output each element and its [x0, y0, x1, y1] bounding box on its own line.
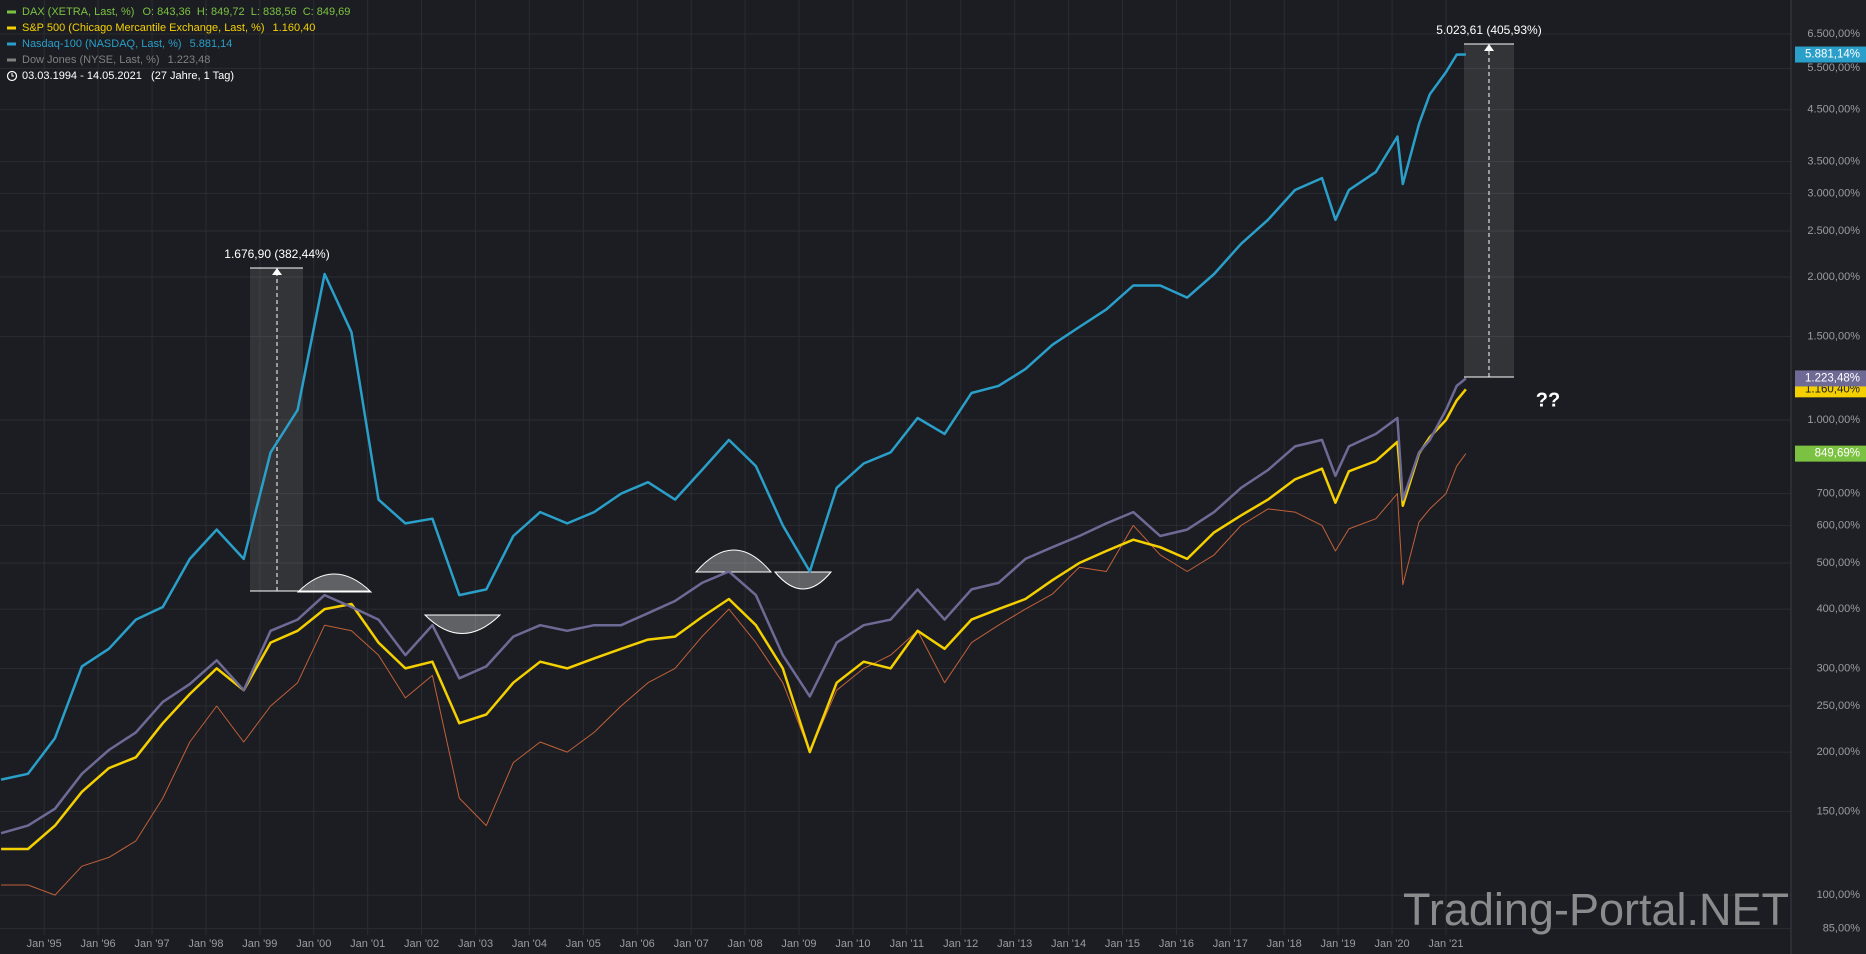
legend-entry: Nasdaq-100 (NASDAQ, Last, %) 5.881,14: [22, 38, 232, 50]
y-tick-label: 400,00%: [1817, 603, 1861, 615]
measure-arrow: [272, 268, 282, 275]
x-tick-label: Jan '19: [1321, 938, 1356, 950]
grid: [0, 0, 1791, 935]
y-tick-label: 700,00%: [1817, 488, 1861, 500]
legend-info: 5.881,14: [190, 38, 233, 50]
arc-top: [694, 549, 773, 573]
x-tick-label: Jan '10: [835, 938, 870, 950]
y-tick-label: 200,00%: [1817, 746, 1861, 758]
measure-label: 5.023,61 (405,93%): [1436, 23, 1541, 37]
y-tick-label: 4.500,00%: [1807, 104, 1860, 116]
y-tick-label: 1.500,00%: [1807, 330, 1860, 342]
x-tick-label: Jan '99: [242, 938, 277, 950]
x-tick-label: Jan '08: [728, 938, 763, 950]
last-value-label: 849,69%: [1815, 448, 1860, 460]
legend-swatch: [7, 26, 16, 30]
x-tick-label: Jan '95: [27, 938, 62, 950]
axes: 85,00% 100,00% 150,00% 200,00% 250,00% 300,00…: [27, 28, 1866, 950]
legend-swatch: [7, 42, 16, 46]
y-tick-label: 5.500,00%: [1807, 62, 1860, 74]
y-tick-label: 250,00%: [1817, 700, 1861, 712]
legend-info: 1.160,40: [273, 22, 316, 34]
watermark: Trading-Portal.NET: [1403, 884, 1789, 935]
legend: DAX (XETRA, Last, %) O: 843,36 H: 849,72 …: [6, 6, 350, 82]
legend-name: DAX (XETRA, Last, %): [22, 6, 134, 18]
x-tick-label: Jan '18: [1267, 938, 1302, 950]
y-tick-label: 3.500,00%: [1807, 155, 1860, 167]
legend-swatch: [7, 58, 16, 62]
x-tick-label: Jan '04: [512, 938, 547, 950]
legend-name: S&P 500 (Chicago Mercantile Exchange, La…: [22, 22, 265, 34]
legend-entry: S&P 500 (Chicago Mercantile Exchange, La…: [22, 22, 315, 34]
clock-hand: [11, 73, 14, 77]
legend-entry: Dow Jones (NYSE, Last, %) 1.223,48: [22, 54, 210, 66]
x-tick-label: Jan '13: [997, 938, 1032, 950]
x-tick-label: Jan '05: [566, 938, 601, 950]
x-tick-label: Jan '07: [674, 938, 709, 950]
lines: [0, 53, 1467, 896]
series-line: [0, 53, 1466, 781]
x-tick-label: Jan '14: [1051, 938, 1086, 950]
note: ??: [1536, 389, 1560, 411]
measure-label: 1.676,90 (382,44%): [224, 247, 329, 261]
y-tick-label: 2.000,00%: [1807, 271, 1860, 283]
x-tick-label: Jan '17: [1213, 938, 1248, 950]
y-tick-label: 150,00%: [1817, 805, 1861, 817]
x-tick-label: Jan '16: [1159, 938, 1194, 950]
last-value-badge: [1795, 445, 1866, 462]
y-tick-label: 2.500,00%: [1807, 225, 1860, 237]
y-axis-panel: [1791, 0, 1866, 954]
measure-arrow: [1484, 44, 1494, 51]
x-tick-label: Jan '03: [458, 938, 493, 950]
x-tick-label: Jan '21: [1428, 938, 1463, 950]
y-tick-label: 300,00%: [1817, 662, 1861, 674]
range-info: 03.03.1994 - 14.05.2021 (27 Jahre, 1 Tag…: [22, 70, 234, 82]
clock-icon: [6, 70, 18, 82]
last-value-label: 5.881,14%: [1805, 49, 1860, 61]
legend-info: O: 843,36 H: 849,72 L: 838,56 C: 849,69: [142, 6, 350, 18]
y-tick-label: 3.000,00%: [1807, 187, 1860, 199]
x-tick-label: Jan '20: [1374, 938, 1409, 950]
series-line: [0, 377, 1467, 835]
x-tick-label: Jan '06: [620, 938, 655, 950]
x-tick-label: Jan '97: [134, 938, 169, 950]
x-tick-label: Jan '11: [890, 938, 924, 950]
measure-box: [1464, 44, 1514, 377]
y-tick-label: 1.000,00%: [1807, 414, 1860, 426]
arc-bottom: [773, 571, 833, 590]
x-tick-label: Jan '98: [188, 938, 223, 950]
x-tick-label: Jan '12: [943, 938, 978, 950]
last-value-badge: [1795, 46, 1866, 63]
x-tick-label: Jan '15: [1105, 938, 1140, 950]
y-tick-label: 85,00%: [1823, 922, 1861, 934]
arc-bottom: [423, 614, 502, 634]
legend-name: Nasdaq-100 (NASDAQ, Last, %): [22, 38, 182, 50]
x-tick-label: Jan '09: [781, 938, 816, 950]
arc-top: [296, 573, 373, 593]
y-tick-label: 600,00%: [1817, 519, 1861, 531]
series-line: [1, 453, 1467, 896]
x-tick-label: Jan '02: [404, 938, 439, 950]
legend-entry: DAX (XETRA, Last, %) O: 843,36 H: 849,72 …: [22, 6, 350, 18]
series-line: [1, 388, 1467, 851]
y-tick-label: 100,00%: [1817, 889, 1861, 901]
legend-info: 1.223,48: [168, 54, 211, 66]
y-tick-label: 6.500,00%: [1807, 28, 1860, 40]
x-tick-label: Jan '00: [296, 938, 331, 950]
legend-swatch: [7, 10, 16, 14]
legend-name: Dow Jones (NYSE, Last, %): [22, 54, 160, 66]
y-tick-label: 500,00%: [1817, 557, 1861, 569]
x-tick-label: Jan '01: [350, 938, 385, 950]
drawings: [250, 43, 1514, 634]
last-value-badge: [1795, 370, 1866, 387]
x-tick-label: Jan '96: [81, 938, 116, 950]
last-value-label: 1.223,48%: [1805, 372, 1860, 384]
